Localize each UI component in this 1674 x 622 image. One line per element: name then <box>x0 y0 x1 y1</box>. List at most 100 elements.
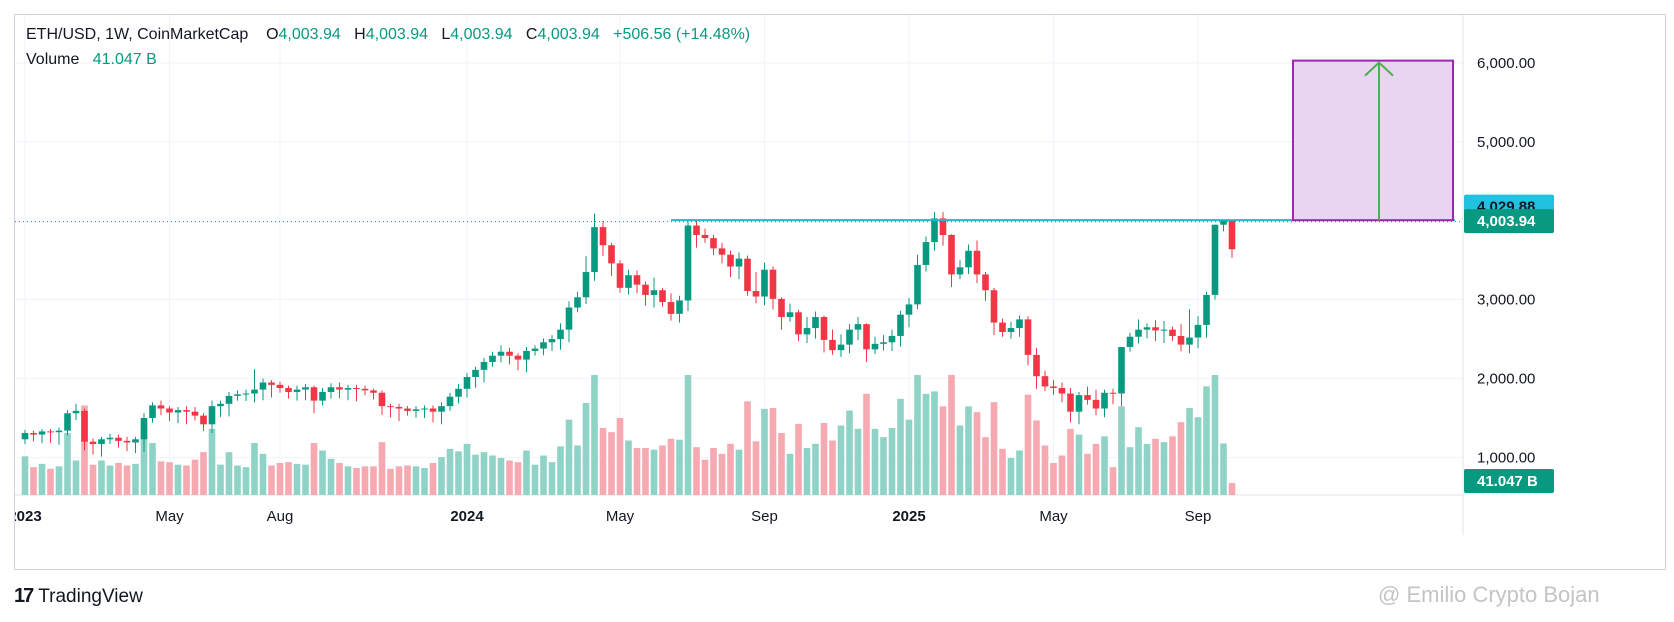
candle-body <box>208 406 216 425</box>
volume-bar <box>455 451 462 495</box>
volume-value: 41.047 B <box>92 51 157 68</box>
chart-frame[interactable]: 6,000.00 5,000.00 3,000.00 2,000.00 1,000.00… <box>14 14 1666 570</box>
candle-body <box>225 395 233 404</box>
candle-body <box>285 388 292 392</box>
candle-body <box>191 411 199 416</box>
tradingview-logo[interactable]: 17 TradingView <box>14 585 143 608</box>
close-label: C <box>525 26 538 43</box>
candle-body <box>47 431 54 433</box>
volume-bar <box>905 419 913 495</box>
volume-bar <box>956 425 964 495</box>
chart-canvas[interactable]: 6,000.00 5,000.00 3,000.00 2,000.00 1,000.00… <box>15 15 1667 571</box>
candle-body <box>1075 395 1083 412</box>
volume-bar <box>1109 467 1117 495</box>
volume-bar <box>769 408 777 495</box>
volume-bar <box>310 443 318 495</box>
volume-bar <box>727 443 734 495</box>
candle-body <box>1169 329 1176 336</box>
candle-body <box>183 410 190 412</box>
volume-bars <box>21 375 1236 495</box>
volume-bar <box>897 398 904 495</box>
candle-body <box>149 405 156 418</box>
price-axis[interactable]: 6,000.00 5,000.00 3,000.00 2,000.00 1,000.00… <box>1464 55 1554 493</box>
candle-body <box>200 415 207 425</box>
volume-bar <box>854 428 862 495</box>
candle-body <box>999 322 1006 333</box>
time-axis[interactable]: 2023 May Aug 2024 May Sep 2025 May Sep <box>15 508 1211 525</box>
time-tick-label: May <box>1039 508 1068 525</box>
volume-bar <box>1177 422 1185 495</box>
candle-body <box>89 441 97 445</box>
candle-body <box>506 351 513 356</box>
candle-body <box>718 248 726 255</box>
candle-body <box>1007 328 1015 333</box>
candle-body <box>1228 220 1236 250</box>
volume-bar <box>106 465 114 495</box>
candle-body <box>523 350 530 360</box>
candle-body <box>710 238 717 249</box>
drawing-overlay[interactable] <box>15 59 1463 223</box>
candle-body <box>319 391 326 401</box>
volume-bar <box>574 445 581 495</box>
volume-bar <box>761 408 768 495</box>
volume-bar <box>259 453 267 495</box>
candle-body <box>455 388 462 397</box>
candle-body <box>939 218 947 235</box>
price-tick-label: 3,000.00 <box>1477 292 1535 309</box>
symbol-title[interactable]: ETH/USD, 1W, CoinMarketCap <box>26 26 249 43</box>
price-tick-label: 2,000.00 <box>1477 371 1535 388</box>
candle-body <box>846 329 853 345</box>
tradingview-logo-text: TradingView <box>38 585 143 607</box>
volume-bar <box>429 463 437 495</box>
volume-bar <box>523 450 530 495</box>
volume-bar <box>1007 458 1015 495</box>
volume-bar <box>353 468 360 495</box>
volume-bar <box>370 466 377 495</box>
volume-bar <box>642 448 649 495</box>
candle-body <box>1109 392 1117 394</box>
candle-body <box>251 389 258 394</box>
volume-bar <box>871 428 879 495</box>
volume-bar <box>778 433 785 495</box>
candle-body <box>1050 386 1057 389</box>
volume-bar <box>650 449 658 495</box>
volume-bar <box>98 460 105 495</box>
candle-body <box>642 284 649 295</box>
candle-body <box>557 329 564 340</box>
high-label: H <box>354 26 366 43</box>
volume-bar <box>55 466 63 495</box>
target-arrow-head[interactable] <box>1364 61 1394 77</box>
volume-bar <box>1186 408 1193 495</box>
candle-body <box>387 406 394 408</box>
volume-bar <box>999 448 1006 495</box>
candle-body <box>837 344 845 351</box>
volume-bar <box>803 448 811 495</box>
candle-body <box>565 307 573 330</box>
volume-bar <box>268 465 275 495</box>
volume-bar <box>200 452 207 495</box>
candle-body <box>72 410 80 414</box>
candle-body <box>276 384 284 389</box>
candle-body <box>574 297 581 308</box>
candle-body <box>1194 324 1202 338</box>
volume-label[interactable]: Volume <box>26 51 80 68</box>
volume-bar <box>931 391 938 495</box>
candle-body <box>820 317 828 340</box>
volume-bar <box>1101 436 1108 495</box>
volume-bar <box>319 450 326 495</box>
volume-tag-bg <box>1464 469 1554 493</box>
volume-bar <box>1041 445 1049 495</box>
volume-bar <box>336 463 343 495</box>
candle-body <box>931 218 938 243</box>
close-value: 4,003.94 <box>537 26 600 43</box>
change-value: +506.56 (+14.48%) <box>613 26 751 43</box>
volume-bar <box>1211 375 1219 495</box>
volume-bar <box>1084 453 1091 495</box>
candle-body <box>1177 335 1185 345</box>
price-tick-label: 5,000.00 <box>1477 134 1535 151</box>
volume-bar <box>38 463 46 495</box>
volume-bar <box>472 454 479 495</box>
target-box[interactable] <box>1292 59 1454 222</box>
candle-body <box>514 355 522 360</box>
volume-bar <box>344 466 352 495</box>
